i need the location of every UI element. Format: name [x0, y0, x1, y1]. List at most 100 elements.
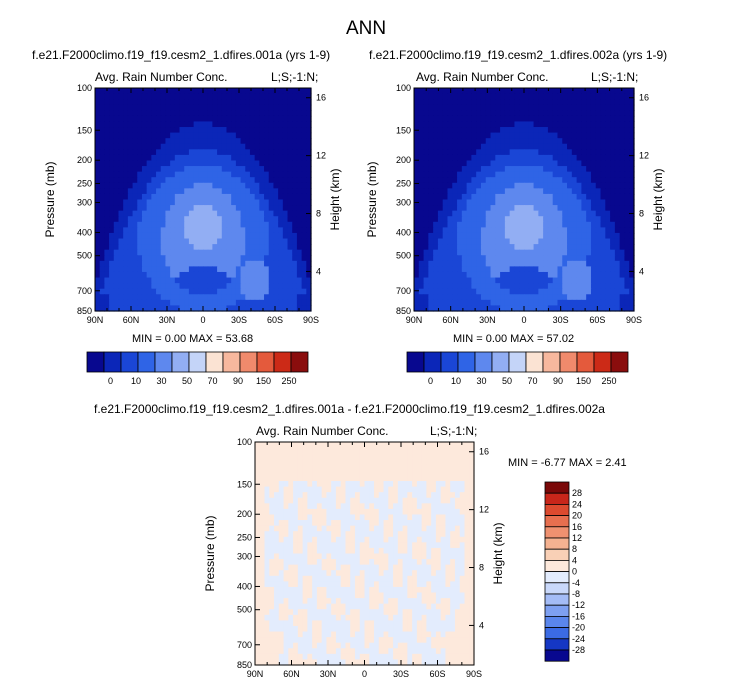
field-cell	[146, 138, 152, 145]
field-cell	[249, 283, 256, 290]
field-cell	[509, 193, 516, 201]
field-cell	[562, 238, 568, 245]
field-cell	[287, 93, 293, 100]
field-cell	[624, 88, 630, 95]
field-cell	[127, 143, 134, 150]
field-cell	[428, 177, 434, 184]
field-cell	[282, 138, 289, 145]
field-cell	[235, 115, 242, 123]
field-cell	[287, 132, 293, 139]
field-cell	[567, 104, 573, 111]
field-cell	[514, 132, 520, 139]
field-cell	[264, 221, 270, 228]
field-cell	[454, 520, 461, 527]
field-cell	[141, 104, 148, 111]
field-cell	[471, 193, 477, 201]
field-cell	[524, 188, 530, 195]
field-cell	[95, 93, 101, 100]
field-cell	[567, 244, 573, 251]
field-cell	[519, 160, 525, 167]
field-cell	[452, 205, 458, 212]
field-cell	[203, 266, 209, 273]
field-cell	[165, 154, 171, 162]
panel-1-right-label: L;S;-1:N;	[271, 70, 319, 84]
field-cell	[464, 469, 470, 477]
field-cell	[586, 249, 592, 256]
field-cell	[156, 255, 162, 262]
field-cell	[188, 149, 195, 156]
field-cell	[412, 514, 418, 521]
field-cell	[437, 232, 444, 240]
field-cell	[174, 154, 181, 162]
field-cell	[259, 260, 265, 267]
field-cell	[629, 238, 635, 245]
field-cell	[179, 171, 185, 178]
field-cell	[335, 492, 342, 499]
field-cell	[283, 570, 289, 577]
field-cell	[268, 238, 275, 245]
field-cell	[364, 514, 370, 521]
field-cell	[524, 216, 530, 223]
field-cell	[127, 260, 134, 267]
field-cell	[306, 93, 312, 100]
field-cell	[259, 143, 265, 150]
field-cell	[388, 442, 394, 449]
field-cell	[571, 216, 578, 223]
field-cell	[431, 525, 437, 532]
field-cell	[519, 121, 525, 128]
y-axis-title: Pressure (mb)	[365, 161, 379, 237]
field-cell	[412, 536, 418, 543]
field-cell	[378, 503, 385, 510]
field-cell	[316, 447, 323, 454]
field-cell	[282, 104, 289, 111]
field-cell	[254, 288, 260, 295]
field-cell	[345, 570, 351, 577]
field-cell	[581, 227, 587, 234]
field-cell	[99, 154, 105, 162]
field-cell	[557, 171, 563, 178]
field-cell	[428, 93, 434, 100]
field-cell	[160, 138, 167, 145]
field-cell	[600, 115, 606, 123]
field-cell	[461, 299, 468, 307]
field-cell	[629, 199, 635, 206]
field-cell	[264, 138, 270, 145]
field-cell	[203, 110, 209, 117]
field-cell	[264, 575, 270, 582]
field-cell	[514, 143, 520, 150]
field-cell	[528, 166, 535, 173]
field-cell	[437, 99, 444, 106]
field-cell	[174, 299, 181, 307]
field-cell	[457, 99, 463, 106]
field-cell	[316, 564, 323, 571]
field-cell	[624, 193, 630, 201]
field-cell	[321, 481, 328, 488]
field-cell	[160, 188, 167, 195]
field-cell	[141, 260, 148, 267]
field-cell	[221, 127, 228, 134]
field-cell	[99, 121, 105, 128]
field-cell	[212, 199, 218, 206]
field-cell	[331, 497, 337, 504]
field-cell	[226, 244, 232, 251]
field-cell	[278, 497, 285, 504]
field-cell	[459, 542, 466, 549]
field-cell	[416, 503, 423, 510]
field-cell	[350, 508, 356, 516]
field-cell	[132, 188, 138, 195]
field-cell	[576, 266, 582, 273]
field-cell	[466, 132, 472, 139]
field-cell	[495, 271, 501, 279]
field-cell	[193, 283, 199, 290]
field-cell	[412, 559, 418, 566]
field-cell	[466, 266, 472, 273]
field-cell	[452, 193, 458, 201]
field-cell	[533, 299, 539, 307]
field-cell	[610, 283, 616, 290]
field-cell	[538, 132, 544, 139]
field-cell	[388, 564, 394, 571]
field-cell	[547, 88, 554, 95]
field-cell	[547, 93, 554, 100]
field-cell	[312, 559, 318, 566]
field-cell	[605, 294, 611, 301]
